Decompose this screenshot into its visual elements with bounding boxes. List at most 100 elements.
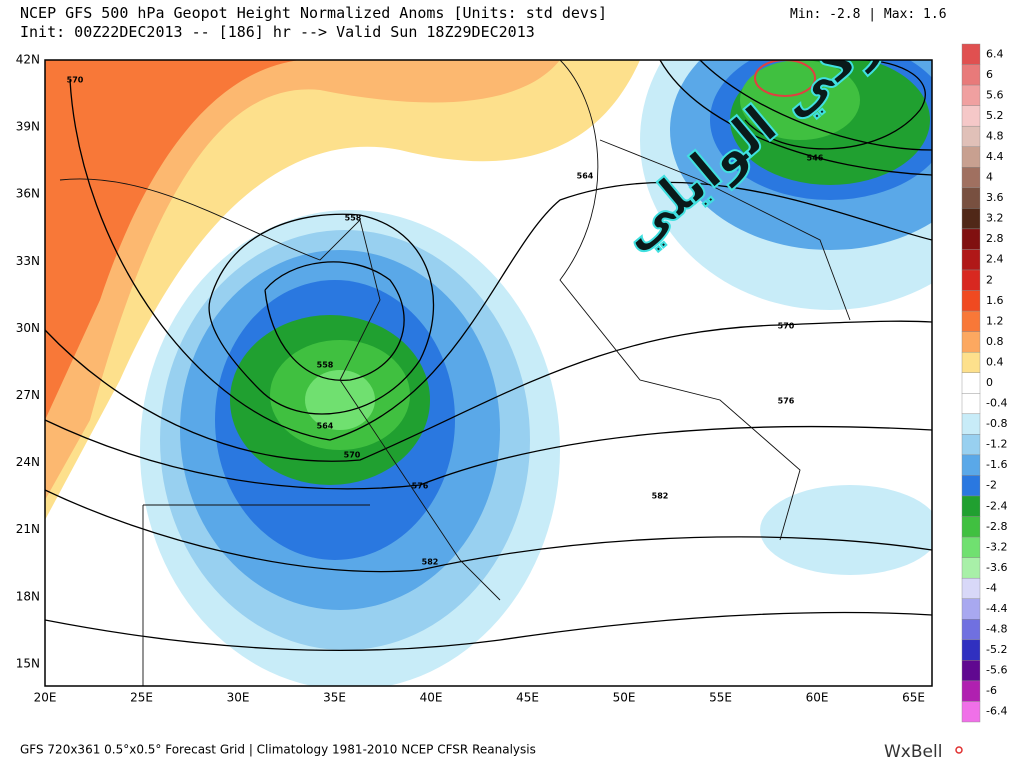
colorbar-swatch xyxy=(961,43,981,65)
map-frame xyxy=(44,59,933,687)
lon-label: 50E xyxy=(613,691,636,705)
colorbar-label: -6 xyxy=(986,684,997,697)
lat-label: 27N xyxy=(16,388,40,402)
contour-label: 576 xyxy=(778,397,795,406)
colorbar-swatch xyxy=(961,536,981,558)
colorbar-label: 0 xyxy=(986,376,993,389)
colorbar-label: -5.6 xyxy=(986,664,1007,677)
lon-label: 45E xyxy=(516,691,539,705)
colorbar-label: -3.2 xyxy=(986,540,1007,553)
min-max: Min: -2.8 | Max: 1.6 xyxy=(790,7,947,22)
lon-label: 25E xyxy=(130,691,153,705)
contour-label: 570 xyxy=(344,451,361,460)
colorbar-swatch xyxy=(961,557,981,579)
colorbar-label: 4 xyxy=(986,171,993,184)
colorbar-swatch xyxy=(961,495,981,517)
colorbar-label: 0.8 xyxy=(986,335,1004,348)
colorbar-swatch xyxy=(961,660,981,682)
colorbar-swatch xyxy=(961,577,981,599)
colorbar-swatch xyxy=(961,454,981,476)
colorbar-label: -2 xyxy=(986,479,997,492)
lon-label: 40E xyxy=(420,691,443,705)
colorbar-label: 5.2 xyxy=(986,109,1004,122)
contour-label: 576 xyxy=(412,482,429,491)
lon-label: 30E xyxy=(227,691,250,705)
colorbar-label: -0.4 xyxy=(986,397,1007,410)
colorbar-swatch xyxy=(961,331,981,353)
colorbar-label: -2.4 xyxy=(986,499,1007,512)
colorbar-label: -4 xyxy=(986,581,997,594)
lat-label: 21N xyxy=(16,522,40,536)
contour-label: 582 xyxy=(652,492,669,501)
colorbar-swatch xyxy=(961,413,981,435)
init: Init: 00Z22DEC2013 -- [186] hr --> Valid… xyxy=(20,23,535,41)
lat-label: 42N xyxy=(16,53,40,67)
colorbar-label: 2 xyxy=(986,273,993,286)
colorbar-label: 2.4 xyxy=(986,253,1004,266)
colorbar-swatch xyxy=(961,125,981,147)
logo-dot xyxy=(955,746,963,754)
contour-label: 570 xyxy=(778,322,795,331)
colorbar-label: -1.6 xyxy=(986,458,1007,471)
colorbar-swatch xyxy=(961,701,981,723)
lon-label: 65E xyxy=(902,691,925,705)
lat-label: 15N xyxy=(16,656,40,670)
colorbar-label: -6.4 xyxy=(986,705,1007,718)
colorbar-swatch xyxy=(961,639,981,661)
contour-label: 564 xyxy=(577,172,594,181)
colorbar-label: 3.6 xyxy=(986,191,1004,204)
colorbar-swatch xyxy=(961,269,981,291)
colorbar-swatch xyxy=(961,619,981,641)
colorbar-label: 4.4 xyxy=(986,150,1004,163)
colorbar-swatch xyxy=(961,249,981,271)
colorbar-label: 2.8 xyxy=(986,232,1004,245)
lat-label: 18N xyxy=(16,589,40,603)
colorbar-label: 3.2 xyxy=(986,212,1004,225)
colorbar-swatch xyxy=(961,393,981,415)
colorbar-swatch xyxy=(961,228,981,250)
colorbar-label: 6.4 xyxy=(986,47,1004,60)
colorbar-swatch xyxy=(961,475,981,497)
colorbar-label: -0.8 xyxy=(986,417,1007,430)
contour-label: 546 xyxy=(807,154,824,163)
colorbar-swatch xyxy=(961,516,981,538)
colorbar-swatch xyxy=(961,598,981,620)
colorbar-label: -3.6 xyxy=(986,561,1007,574)
colorbar-label: -4.4 xyxy=(986,602,1007,615)
lon-label: 35E xyxy=(323,691,346,705)
colorbar-swatch xyxy=(961,167,981,189)
colorbar-swatch xyxy=(961,105,981,127)
colorbar-label: -4.8 xyxy=(986,623,1007,636)
colorbar-swatch xyxy=(961,290,981,312)
footer: GFS 720x361 0.5°x0.5° Forecast Grid | Cl… xyxy=(20,743,536,757)
colorbar-swatch xyxy=(961,187,981,209)
colorbar-label: 1.6 xyxy=(986,294,1004,307)
contour-label: 558 xyxy=(317,361,334,370)
colorbar-swatch xyxy=(961,146,981,168)
colorbar-swatch xyxy=(961,208,981,230)
logo: WxBell xyxy=(884,742,942,762)
lon-label: 55E xyxy=(709,691,732,705)
colorbar-swatch xyxy=(961,372,981,394)
colorbar-label: -2.8 xyxy=(986,520,1007,533)
lat-label: 30N xyxy=(16,321,40,335)
lon-label: 20E xyxy=(34,691,57,705)
colorbar-label: -1.2 xyxy=(986,438,1007,451)
colorbar-label: -5.2 xyxy=(986,643,1007,656)
colorbar-label: 1.2 xyxy=(986,314,1004,327)
colorbar-label: 0.4 xyxy=(986,355,1004,368)
contour-label: 582 xyxy=(422,558,439,567)
contour-labels: 570 558 558 564 570 576 582 582 576 570 … xyxy=(67,76,824,567)
contour-label: 564 xyxy=(317,422,334,431)
colorbar-swatch xyxy=(961,310,981,332)
lat-label: 39N xyxy=(16,120,40,134)
contour-label: 570 xyxy=(67,76,84,85)
colorbar-label: 5.6 xyxy=(986,88,1004,101)
contour-label: 558 xyxy=(345,214,362,223)
colorbar-swatch xyxy=(961,351,981,373)
colorbar-swatch xyxy=(961,434,981,456)
lat-label: 36N xyxy=(16,187,40,201)
lat-label: 33N xyxy=(16,254,40,268)
lat-label: 24N xyxy=(16,455,40,469)
